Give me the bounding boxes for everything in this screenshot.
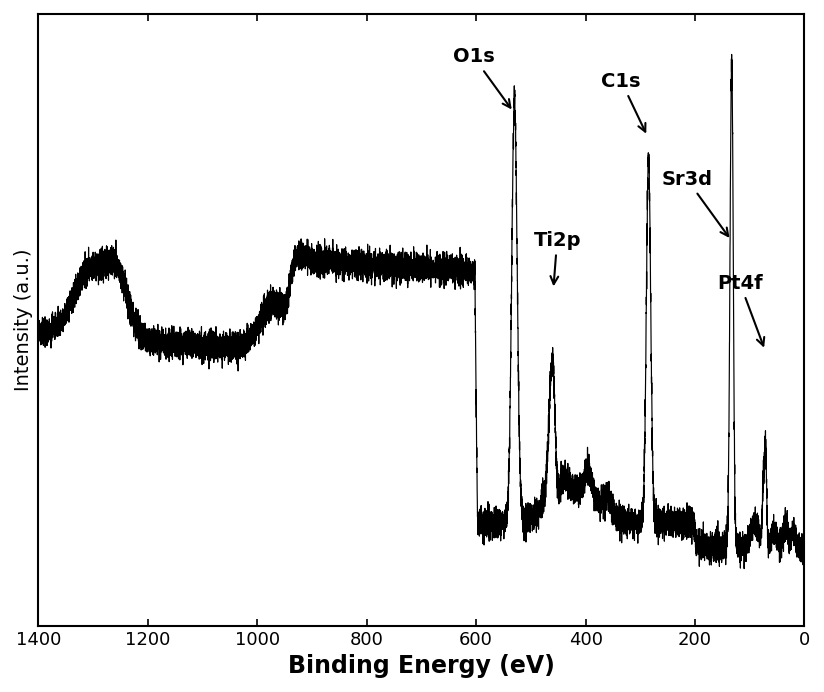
Text: Sr3d: Sr3d [662,170,728,236]
Text: Ti2p: Ti2p [533,230,581,284]
Y-axis label: Intensity (a.u.): Intensity (a.u.) [14,248,33,391]
Text: C1s: C1s [602,72,645,131]
X-axis label: Binding Energy (eV): Binding Energy (eV) [288,654,555,678]
Text: O1s: O1s [452,47,510,108]
Text: Pt4f: Pt4f [717,273,764,345]
